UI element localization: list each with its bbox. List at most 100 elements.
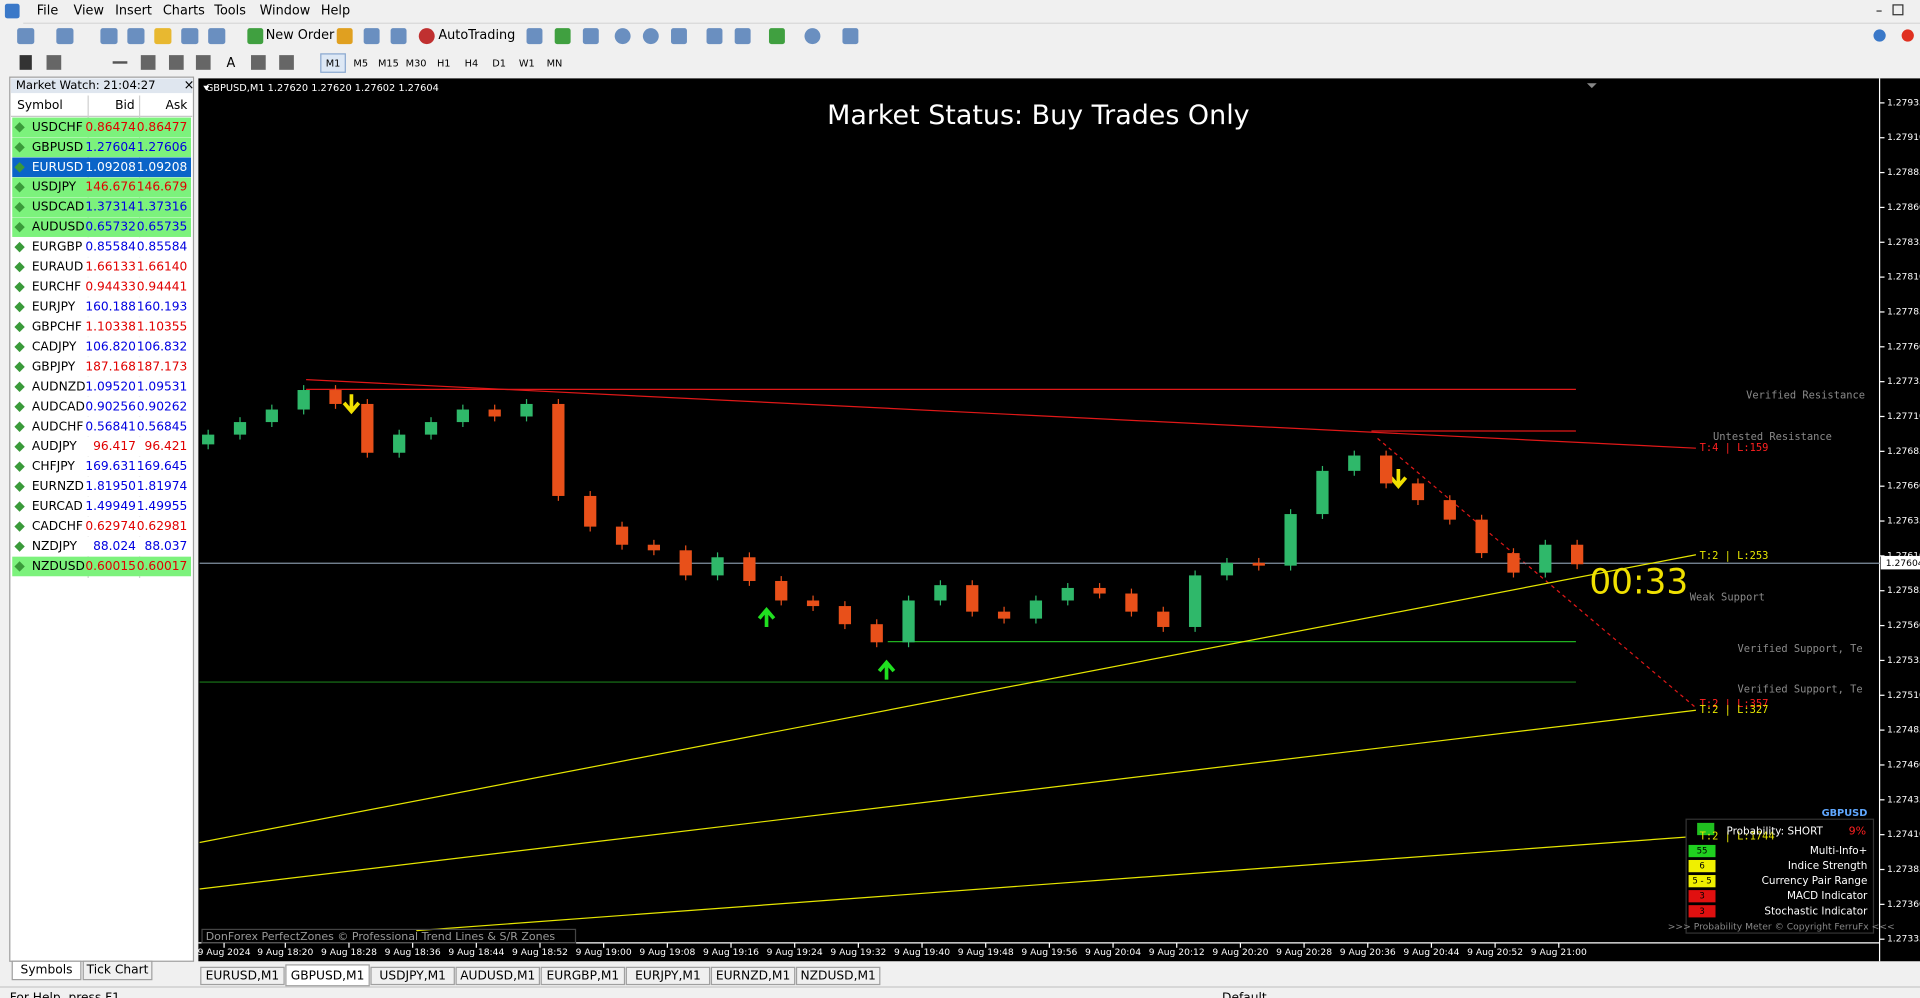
menu-item[interactable]: View	[73, 4, 103, 19]
timeframe-label[interactable]: W1	[519, 59, 535, 70]
chart-tab[interactable]	[370, 966, 455, 986]
timeframe-label[interactable]: M15	[378, 59, 399, 70]
timeframe-label[interactable]: MN	[547, 59, 563, 70]
ask[interactable]: 1.10355	[137, 319, 188, 333]
row-background[interactable]	[12, 436, 192, 457]
ask[interactable]: 160.193	[137, 300, 188, 314]
bid[interactable]: 0.94433	[85, 280, 136, 294]
symbol[interactable]: GBPCHF	[32, 319, 82, 333]
menu-item[interactable]: Charts	[163, 4, 205, 19]
bid[interactable]: 0.56841	[85, 419, 136, 433]
chart-tab-label[interactable]: EURGBP,M1	[547, 968, 620, 982]
panel-tab-label[interactable]: Symbols	[21, 962, 73, 976]
close-button[interactable]: ×	[184, 78, 195, 93]
symbol[interactable]: USDCAD	[32, 200, 84, 214]
ask[interactable]: 1.09208	[137, 160, 188, 174]
symbol[interactable]: USDJPY	[32, 180, 77, 194]
row-background[interactable]	[12, 197, 192, 217]
ask[interactable]: 96.421	[145, 439, 188, 453]
ask[interactable]: 1.49955	[137, 499, 188, 513]
ask[interactable]: 1.27606	[137, 140, 188, 154]
symbol[interactable]: USDCHF	[32, 120, 83, 134]
row-background[interactable]	[12, 397, 192, 417]
bid[interactable]: 187.168	[85, 359, 136, 373]
ask[interactable]: 0.56845	[137, 419, 188, 433]
symbol[interactable]: EURCHF	[32, 280, 81, 294]
timeframe-label[interactable]: M30	[406, 59, 427, 70]
ask[interactable]: 1.37316	[137, 200, 188, 214]
row-background[interactable]	[12, 337, 192, 357]
ask[interactable]: 1.81974	[137, 479, 188, 493]
bid[interactable]: 1.09208	[85, 160, 136, 174]
chart-tab[interactable]	[455, 966, 540, 986]
row-background[interactable]	[12, 377, 192, 397]
chart-tab-label[interactable]: EURNZD,M1	[716, 968, 790, 982]
timeframe-label[interactable]: M5	[353, 59, 368, 70]
symbol[interactable]: AUDJPY	[32, 439, 77, 453]
ask[interactable]: 0.86477	[137, 120, 188, 134]
menu-item[interactable]: Window	[260, 4, 311, 19]
row-background[interactable]	[12, 177, 192, 198]
chart-tab[interactable]	[625, 966, 711, 986]
row-background[interactable]	[12, 317, 192, 337]
symbol[interactable]: CHFJPY	[32, 459, 75, 473]
ask[interactable]: 187.173	[137, 359, 188, 373]
chart-tab-label[interactable]: GBPUSD,M1	[291, 968, 365, 982]
timeframe-label[interactable]: H4	[465, 59, 479, 70]
symbol[interactable]: CADCHF	[32, 519, 83, 533]
symbol[interactable]: EURAUD	[32, 260, 83, 274]
row-background[interactable]	[12, 416, 192, 437]
timeframe-label[interactable]: M1	[326, 59, 341, 70]
bid[interactable]: 1.49949	[85, 499, 136, 513]
new-order-button[interactable]: New Order	[266, 28, 335, 43]
bid[interactable]: 0.60015	[85, 559, 136, 573]
row-background[interactable]	[12, 137, 192, 158]
row-background[interactable]	[12, 217, 192, 237]
ask[interactable]: 0.85584	[137, 240, 188, 254]
symbol[interactable]: EURCAD	[32, 499, 83, 513]
minimize[interactable]: –	[1876, 4, 1882, 19]
symbol[interactable]: GBPJPY	[32, 359, 76, 373]
ask[interactable]: 169.645	[137, 459, 188, 473]
bid[interactable]: 96.417	[93, 439, 136, 453]
row-background[interactable]	[12, 157, 192, 178]
row-background[interactable]	[12, 476, 192, 497]
row-background[interactable]	[12, 297, 192, 317]
ask[interactable]: 0.65735	[137, 220, 188, 234]
bid[interactable]: 1.66133	[85, 260, 136, 274]
panel-tab[interactable]	[82, 960, 153, 981]
panel-tab[interactable]	[11, 960, 82, 981]
timeframe-label[interactable]: D1	[492, 59, 506, 70]
ask[interactable]: 1.66140	[137, 260, 188, 274]
row-background[interactable]	[12, 257, 192, 277]
bid[interactable]: 169.631	[85, 459, 136, 473]
row-background[interactable]	[12, 277, 192, 297]
chart-tab-label[interactable]: NZDUSD,M1	[800, 968, 875, 982]
bid[interactable]: 1.81950	[85, 479, 136, 493]
symbol[interactable]: EURGBP	[32, 240, 82, 254]
chart-tab[interactable]	[200, 966, 285, 986]
bid[interactable]: 0.62974	[85, 519, 136, 533]
ask[interactable]: 146.679	[137, 180, 188, 194]
symbol[interactable]: EURJPY	[32, 300, 76, 314]
bid[interactable]: 106.820	[85, 339, 136, 353]
panel-tab-label[interactable]: Tick Chart	[86, 962, 149, 976]
ask[interactable]: 1.09531	[137, 379, 188, 393]
timeframe-label[interactable]: H1	[437, 59, 451, 70]
symbol[interactable]: NZDUSD	[32, 559, 85, 573]
chart-tab-label[interactable]: EURJPY,M1	[635, 968, 701, 982]
menu-item[interactable]: File	[37, 4, 59, 19]
row-background[interactable]	[12, 357, 192, 377]
symbol[interactable]: AUDUSD	[32, 220, 85, 234]
bid[interactable]: 0.85584	[85, 240, 136, 254]
autotrading-button[interactable]: AutoTrading	[438, 28, 515, 43]
symbol[interactable]: GBPUSD	[32, 140, 83, 154]
symbol[interactable]: AUDCHF	[32, 419, 84, 433]
chart-tab[interactable]	[540, 966, 626, 986]
chart-tab-label[interactable]: USDJPY,M1	[379, 968, 446, 982]
row-background[interactable]	[12, 536, 192, 557]
row-background[interactable]	[12, 117, 192, 138]
timeframe-button[interactable]	[320, 53, 346, 73]
symbol[interactable]: CADJPY	[32, 339, 77, 353]
bid[interactable]: 88.024	[93, 539, 136, 553]
